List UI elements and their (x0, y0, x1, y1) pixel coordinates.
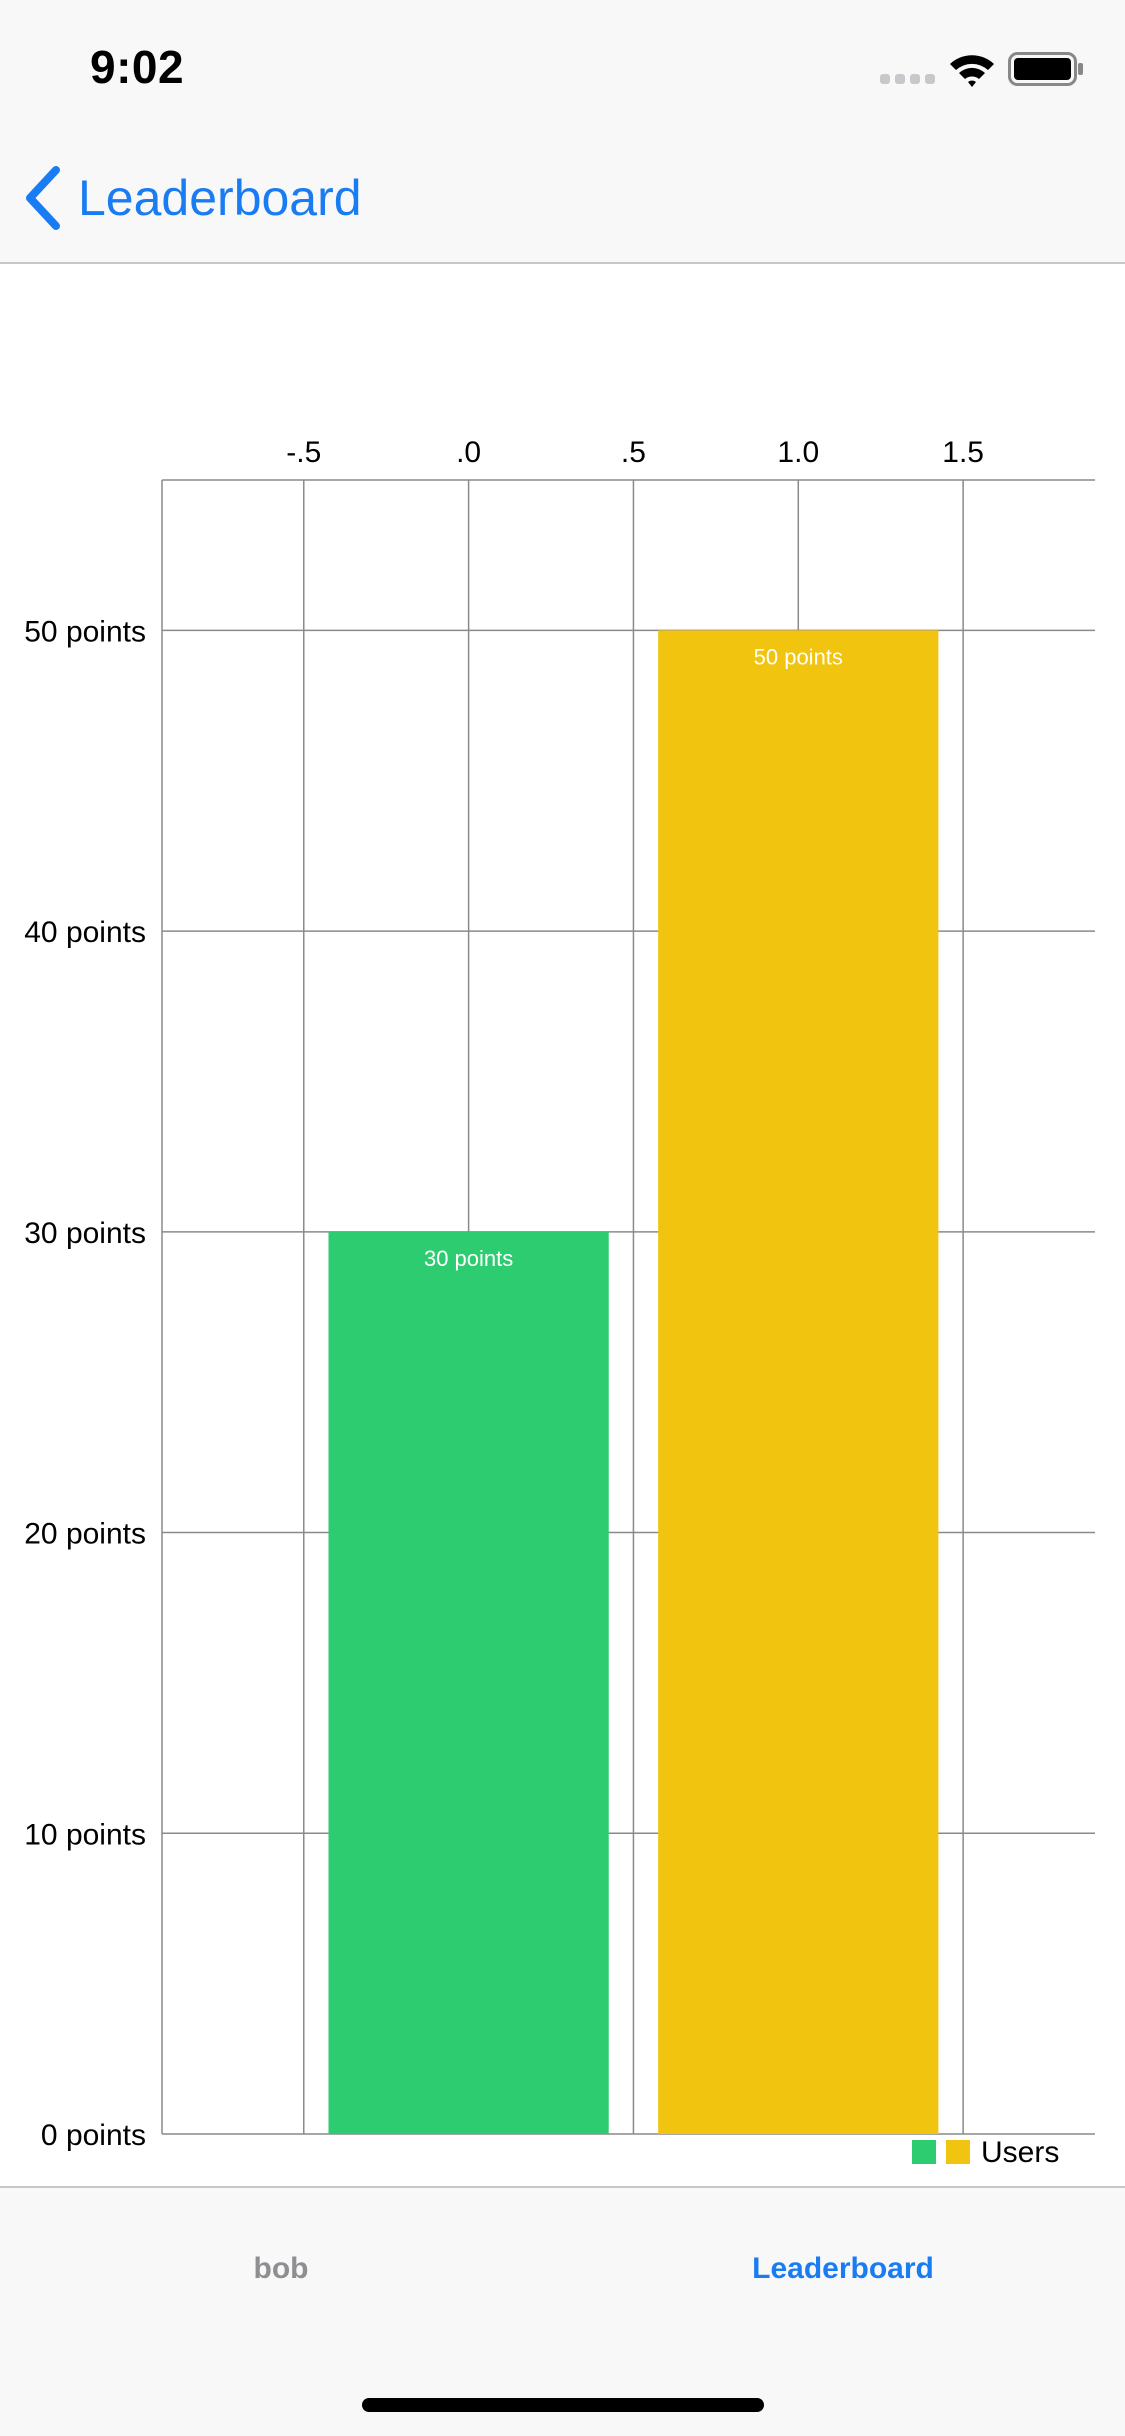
y-tick-label: 20 points (24, 1518, 146, 1551)
x-tick-label: 1.5 (942, 436, 984, 469)
cellular-signal-icon (880, 74, 935, 84)
back-button-label: Leaderboard (78, 170, 362, 226)
tab-bar: bob Leaderboard (0, 2186, 1125, 2436)
x-tick-label: -.5 (286, 436, 321, 469)
back-button[interactable]: Leaderboard (24, 166, 362, 230)
bar (658, 630, 939, 2134)
x-tick-label: 1.0 (777, 436, 819, 469)
bar-value-label: 50 points (754, 644, 843, 669)
bar (328, 1231, 609, 2134)
chevron-left-icon (26, 166, 60, 230)
home-indicator (362, 2398, 764, 2412)
bar-value-label: 30 points (424, 1246, 513, 1271)
tab-leaderboard[interactable]: Leaderboard (752, 2252, 934, 2285)
battery-icon (1008, 52, 1083, 86)
legend-swatch (946, 2140, 970, 2164)
bar-chart: -.5 .0 .5 1.0 1.5 0 points 10 points 20 points 3… (24, 436, 1095, 2169)
y-tick-label: 10 points (24, 1818, 146, 1851)
tab-bob[interactable]: bob (253, 2252, 309, 2285)
y-tick-label: 0 points (41, 2119, 146, 2152)
x-tick-label: .5 (621, 436, 646, 469)
navigation-bar: Leaderboard (0, 132, 1125, 264)
y-tick-label: 50 points (24, 615, 146, 648)
legend-label: Users (981, 2136, 1059, 2169)
wifi-icon (950, 55, 994, 87)
status-bar: 9:02 (0, 0, 1125, 132)
y-tick-label: 30 points (24, 1217, 146, 1250)
y-tick-label: 40 points (24, 916, 146, 949)
x-tick-label: .0 (456, 436, 481, 469)
legend-swatch (912, 2140, 936, 2164)
status-time: 9:02 (90, 41, 185, 93)
